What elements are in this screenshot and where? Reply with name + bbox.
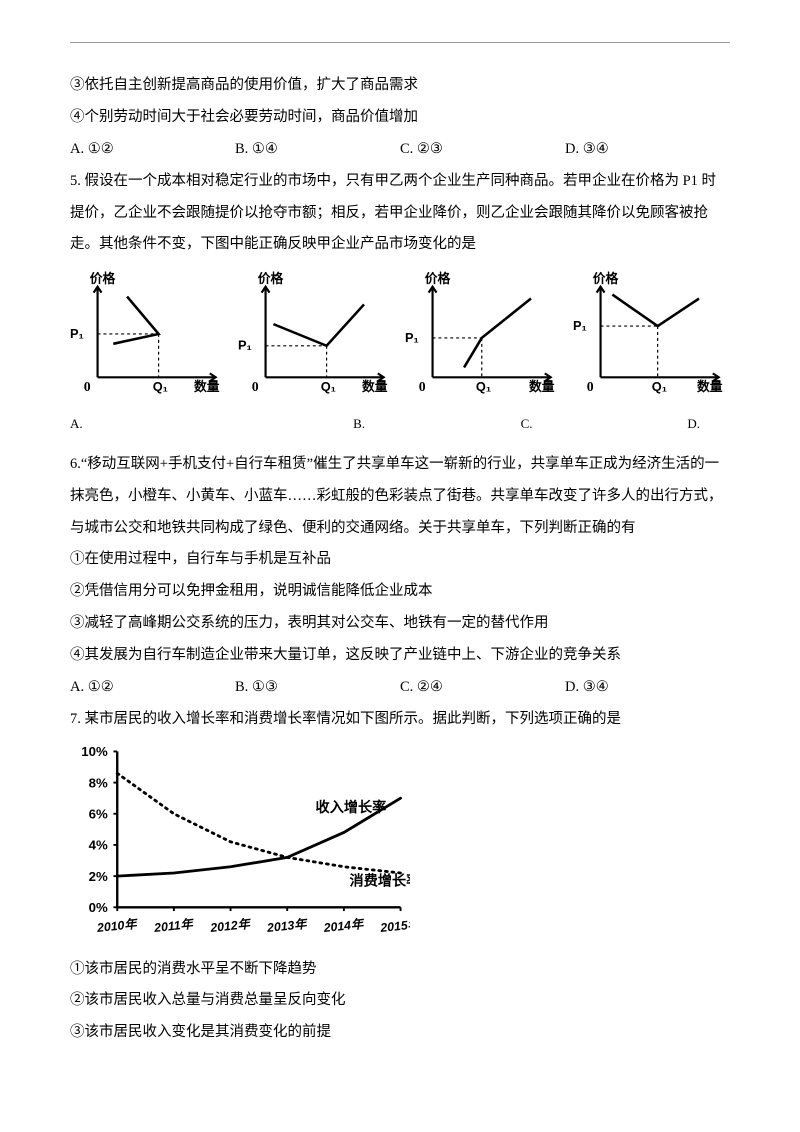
q6-s2: ②凭借信用分可以免押金租用，说明诚信能降低企业成本 <box>70 576 730 608</box>
q5-chart-b: 价格 P₁ 0 Q₁ 数量 <box>238 269 396 397</box>
svg-text:2014年: 2014年 <box>322 917 366 935</box>
q5-label-b: B. <box>238 410 396 439</box>
svg-text:收入增长率: 收入增长率 <box>316 799 387 816</box>
q5-label-a: A. <box>70 410 228 439</box>
svg-text:2012年: 2012年 <box>209 917 253 935</box>
q5-chart-c: 价格 P₁ 0 Q₁ 数量 <box>405 269 563 397</box>
option-c: C. ②③ <box>400 134 565 166</box>
option-a: A. ①② <box>70 672 235 704</box>
p-label: P₁ <box>238 338 252 353</box>
axis-x: 数量 <box>529 379 555 394</box>
q-label: Q₁ <box>651 379 666 394</box>
q6-s1: ①在使用过程中，自行车与手机是互补品 <box>70 544 730 576</box>
statement-3: ③依托自主创新提高商品的使用价值，扩大了商品需求 <box>70 70 730 102</box>
svg-text:2013年: 2013年 <box>265 917 309 935</box>
axis-y: 价格 <box>90 271 116 286</box>
svg-text:2015年: 2015年 <box>379 917 410 935</box>
origin: 0 <box>84 379 91 394</box>
svg-text:6%: 6% <box>89 806 108 821</box>
q6-s3: ③减轻了高峰期公交系统的压力，表明其对公交车、地铁有一定的替代作用 <box>70 608 730 640</box>
origin: 0 <box>251 379 258 394</box>
axis-y: 价格 <box>257 271 283 286</box>
q7-text: 7. 某市居民的收入增长率和消费增长率情况如下图所示。据此判断，下列选项正确的是 <box>70 704 730 736</box>
option-b: B. ①③ <box>235 672 400 704</box>
q5-label-c: C. <box>405 410 563 439</box>
origin: 0 <box>586 379 593 394</box>
svg-text:消费增长率: 消费增长率 <box>350 872 410 889</box>
option-d: D. ③④ <box>565 134 730 166</box>
q5-chart-a: 价格 P₁ 0 Q₁ 数量 <box>70 269 228 397</box>
origin: 0 <box>419 379 426 394</box>
q6-text: 6.“移动互联网+手机支付+自行车租赁”催生了共享单车这一崭新的行业，共享单车正… <box>70 449 730 545</box>
option-a: A. ①② <box>70 134 235 166</box>
q-label: Q₁ <box>320 379 335 394</box>
q5-charts: 价格 P₁ 0 Q₁ 数量 A. 价格 <box>70 269 730 438</box>
statement-4: ④个别劳动时间大于社会必要劳动时间，商品价值增加 <box>70 102 730 134</box>
svg-text:2010年: 2010年 <box>95 917 139 935</box>
svg-text:2%: 2% <box>89 869 108 884</box>
p-label: P₁ <box>573 318 587 333</box>
q5-chart-d: 价格 P₁ 0 Q₁ 数量 <box>573 269 731 397</box>
q7-s3: ③该市居民收入变化是其消费变化的前提 <box>70 1017 730 1049</box>
axis-x: 数量 <box>194 379 220 394</box>
q6-s4: ④其发展为自行车制造企业带来大量订单，这反映了产业链中上、下游企业的竞争关系 <box>70 640 730 672</box>
q5-text: 5. 假设在一个成本相对稳定行业的市场中，只有甲乙两个企业生产同种商品。若甲企业… <box>70 166 730 262</box>
p-label: P₁ <box>70 326 84 341</box>
q7-s2: ②该市居民收入总量与消费总量呈反向变化 <box>70 985 730 1017</box>
svg-text:2011年: 2011年 <box>153 917 196 935</box>
axis-x: 数量 <box>697 379 723 394</box>
axis-y: 价格 <box>425 271 451 286</box>
q6-options: A. ①② B. ①③ C. ②④ D. ③④ <box>70 672 730 704</box>
q-label: Q₁ <box>476 379 491 394</box>
option-c: C. ②④ <box>400 672 565 704</box>
axis-y: 价格 <box>592 271 618 286</box>
options-row: A. ①② B. ①④ C. ②③ D. ③④ <box>70 134 730 166</box>
p-label: P₁ <box>405 330 419 345</box>
svg-text:0%: 0% <box>89 900 108 915</box>
option-b: B. ①④ <box>235 134 400 166</box>
q7-chart: 0% 2% 4% 6% 8% 10% 2010年 2011年 2012年 2013年 2014年 20… <box>70 742 410 950</box>
q7-s1: ①该市居民的消费水平呈不断下降趋势 <box>70 954 730 986</box>
q-label: Q₁ <box>153 379 168 394</box>
svg-text:8%: 8% <box>89 775 108 790</box>
svg-text:4%: 4% <box>89 837 108 852</box>
axis-x: 数量 <box>362 379 388 394</box>
option-d: D. ③④ <box>565 672 730 704</box>
q5-label-d: D. <box>573 410 731 439</box>
svg-text:10%: 10% <box>81 744 108 759</box>
